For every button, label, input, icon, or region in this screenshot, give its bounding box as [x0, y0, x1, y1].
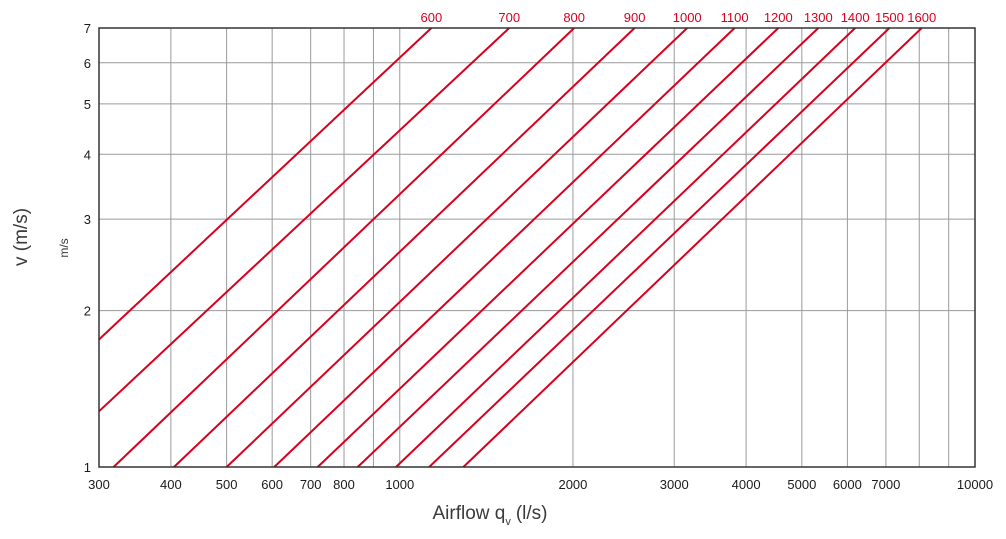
- x-axis-title: Airflow qv (l/s): [432, 503, 547, 528]
- series-lines: [98, 27, 923, 468]
- y-tick-label: 4: [84, 147, 91, 162]
- grid-lines: [98, 27, 976, 468]
- x-tick-label: 400: [160, 477, 182, 492]
- series-line-1100: [273, 27, 736, 468]
- y-tick-label: 3: [84, 212, 91, 227]
- y-tick-label: 5: [84, 97, 91, 112]
- series-line-1500: [428, 27, 891, 468]
- x-tick-label: 5000: [787, 477, 816, 492]
- series-label-700: 700: [498, 10, 520, 25]
- x-tick-label: 7000: [871, 477, 900, 492]
- x-tick-labels: 300 400 500 600 700 800 1000 2000 3000 4000 5000 60…: [88, 477, 993, 492]
- y-tick-label: 6: [84, 56, 91, 71]
- series-label-1000: 1000: [673, 10, 702, 25]
- series-label-1200: 1200: [764, 10, 793, 25]
- x-tick-label: 800: [333, 477, 355, 492]
- y-tick-label: 7: [84, 21, 91, 36]
- series-label-1600: 1600: [907, 10, 936, 25]
- series-line-1200: [317, 27, 779, 468]
- series-label-600: 600: [421, 10, 443, 25]
- x-tick-label: 600: [261, 477, 283, 492]
- series-line-700: [98, 27, 510, 413]
- x-tick-label: 6000: [833, 477, 862, 492]
- series-label-1500: 1500: [875, 10, 904, 25]
- series-line-1600: [462, 27, 923, 468]
- x-axis-title-main: Airflow q: [432, 503, 505, 524]
- series-line-600: [98, 27, 433, 341]
- x-tick-label: 4000: [732, 477, 761, 492]
- y-tick-label: 2: [84, 304, 91, 319]
- x-tick-label: 1000: [385, 477, 414, 492]
- series-line-1400: [395, 27, 856, 468]
- series-label-1400: 1400: [841, 10, 870, 25]
- series-label-900: 900: [624, 10, 646, 25]
- series-line-1300: [357, 27, 819, 468]
- x-tick-label: 3000: [660, 477, 689, 492]
- x-axis-title-subscript: v: [505, 516, 511, 528]
- x-tick-label: 300: [88, 477, 110, 492]
- plot-frame: [98, 27, 976, 468]
- series-line-900: [173, 27, 636, 468]
- series-line-1000: [225, 27, 688, 468]
- series-label-1300: 1300: [804, 10, 833, 25]
- y-axis-unit: m/s: [57, 238, 71, 257]
- series-line-800: [112, 27, 575, 468]
- y-tick-labels: 1 2 3 4 5 6 7: [84, 21, 91, 475]
- y-axis-title: v (m/s): [11, 208, 32, 266]
- series-labels: 600 700 800 900 1000 1100 1200 1300 1400 1500 1600: [421, 10, 937, 25]
- x-tick-label: 700: [300, 477, 322, 492]
- series-label-800: 800: [563, 10, 585, 25]
- series-label-1100: 1100: [721, 10, 749, 25]
- x-tick-label: 10000: [957, 477, 993, 492]
- x-tick-label: 500: [216, 477, 238, 492]
- y-tick-label: 1: [84, 460, 91, 475]
- x-tick-label: 2000: [558, 477, 587, 492]
- x-axis-title-unit: (l/s): [516, 503, 548, 524]
